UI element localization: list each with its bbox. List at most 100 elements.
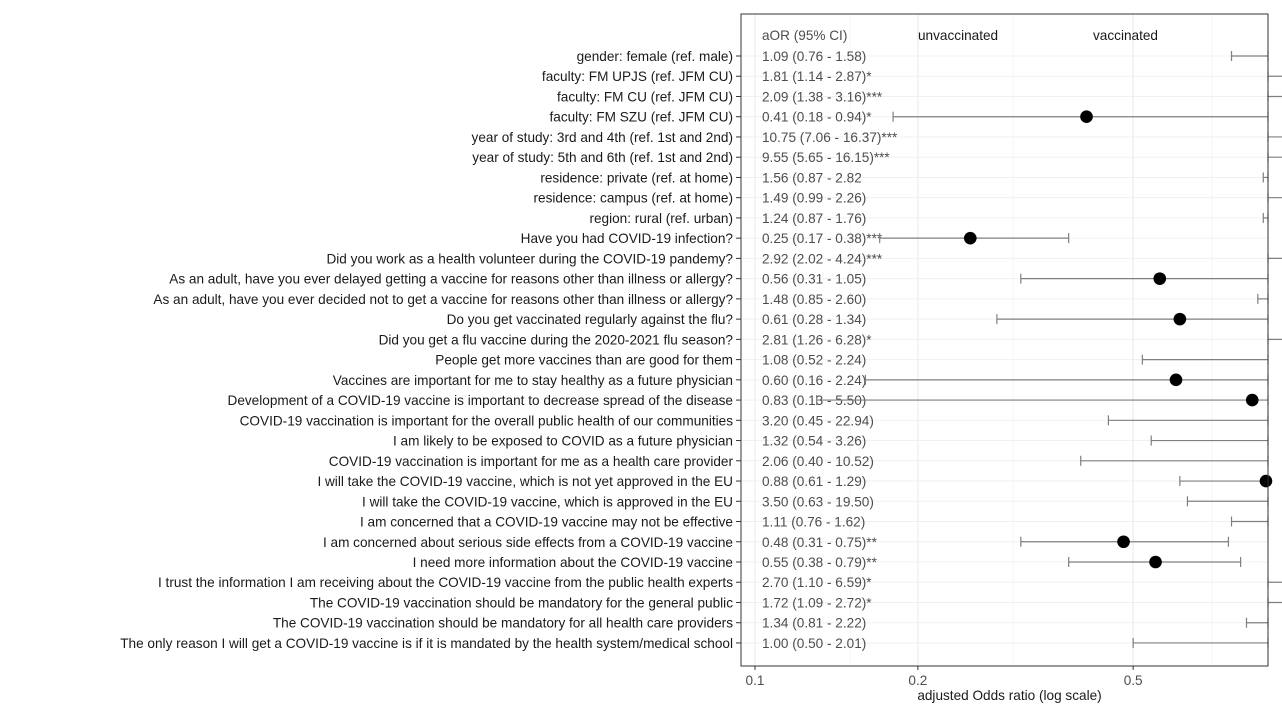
aor-ci-text: 0.41 (0.18 - 0.94)* bbox=[762, 110, 872, 125]
forest-row: year of study: 3rd and 4th (ref. 1st and… bbox=[472, 130, 1282, 145]
forest-row: Do you get vaccinated regularly against … bbox=[447, 312, 1269, 327]
row-label: I need more information about the COVID-… bbox=[413, 555, 733, 570]
aor-ci-text: 1.24 (0.87 - 1.76) bbox=[762, 211, 866, 226]
row-label: Did you get a flu vaccine during the 202… bbox=[379, 332, 734, 347]
row-label: Development of a COVID-19 vaccine is imp… bbox=[228, 393, 734, 408]
row-label: I trust the information I am receiving a… bbox=[158, 575, 733, 590]
aor-ci-text: 2.81 (1.26 - 6.28)* bbox=[762, 332, 872, 347]
row-label: The COVID-19 vaccination should be manda… bbox=[273, 616, 733, 631]
aor-ci-text: 0.56 (0.31 - 1.05) bbox=[762, 272, 866, 287]
unvaccinated-annotation: unvaccinated bbox=[918, 28, 998, 43]
aor-ci-text: 3.50 (0.63 - 19.50) bbox=[762, 494, 874, 509]
forest-row: faculty: FM UPJS (ref. JFM CU) 1.81 (1.14… bbox=[542, 69, 1282, 84]
aor-ci-text: 2.06 (0.40 - 10.52) bbox=[762, 454, 874, 469]
aor-ci-text: 0.60 (0.16 - 2.24) bbox=[762, 373, 866, 388]
row-label: year of study: 3rd and 4th (ref. 1st and… bbox=[472, 130, 733, 145]
aor-ci-text: 1.32 (0.54 - 3.26) bbox=[762, 434, 866, 449]
forest-row: The COVID-19 vaccination should be manda… bbox=[310, 595, 1282, 610]
aor-ci-text: 0.61 (0.28 - 1.34) bbox=[762, 312, 866, 327]
row-label: COVID-19 vaccination is important for me… bbox=[329, 454, 734, 469]
row-label: faculty: FM CU (ref. JFM CU) bbox=[557, 89, 733, 104]
aor-ci-text: 1.00 (0.50 - 2.01) bbox=[762, 636, 866, 651]
x-tick-label: 0.5 bbox=[1124, 673, 1143, 688]
aor-point bbox=[1153, 272, 1167, 285]
aor-ci-text: 2.70 (1.10 - 6.59)* bbox=[762, 575, 872, 590]
row-label: As an adult, have you ever decided not t… bbox=[153, 292, 733, 307]
row-label: People get more vaccines than are good f… bbox=[435, 353, 733, 368]
aor-ci-text: 1.08 (0.52 - 2.24) bbox=[762, 353, 866, 368]
aor-ci-text: 2.92 (2.02 - 4.24)*** bbox=[762, 251, 883, 266]
aor-ci-text: 1.72 (1.09 - 2.72)* bbox=[762, 595, 872, 610]
x-axis-title: adjusted Odds ratio (log scale) bbox=[917, 688, 1101, 703]
row-label: residence: private (ref. at home) bbox=[540, 170, 733, 185]
forest-row: People get more vaccines than are good f… bbox=[435, 353, 1269, 368]
aor-ci-text: 1.11 (0.76 - 1.62) bbox=[762, 515, 865, 530]
aor-point bbox=[1259, 474, 1273, 488]
aor-ci-text: 3.20 (0.45 - 22.94) bbox=[762, 413, 874, 428]
row-label: The only reason I will get a COVID-19 va… bbox=[120, 636, 733, 651]
forest-row: year of study: 5th and 6th (ref. 1st and… bbox=[472, 150, 1282, 165]
forest-row: I am likely to be exposed to COVID as a … bbox=[393, 434, 1269, 449]
aor-ci-text: 0.48 (0.31 - 0.75)** bbox=[762, 535, 878, 550]
row-label: I am concerned about serious side effect… bbox=[323, 535, 733, 550]
row-label: I am concerned that a COVID-19 vaccine m… bbox=[360, 515, 733, 530]
forest-row: residence: campus (ref. at home) 1.49 (0.… bbox=[534, 191, 1282, 206]
aor-point bbox=[1149, 555, 1162, 569]
row-label: I will take the COVID-19 vaccine, which … bbox=[317, 474, 733, 489]
row-label: residence: campus (ref. at home) bbox=[534, 191, 733, 206]
row-label: The COVID-19 vaccination should be manda… bbox=[310, 595, 733, 610]
axis-ticks: 0.10.20.51.02.05.010.020.0 bbox=[746, 666, 1143, 688]
forest-row: Did you get a flu vaccine during the 202… bbox=[379, 332, 1282, 347]
row-label: As an adult, have you ever delayed getti… bbox=[169, 272, 733, 287]
aor-ci-text: 0.25 (0.17 - 0.38)*** bbox=[762, 231, 883, 246]
x-tick-label: 0.2 bbox=[908, 673, 927, 688]
row-label: faculty: FM SZU (ref. JFM CU) bbox=[549, 110, 733, 125]
forest-row: Have you had COVID-19 infection? 0.25 (0.… bbox=[521, 231, 1070, 246]
aor-point bbox=[1245, 393, 1259, 407]
row-label: I am likely to be exposed to COVID as a … bbox=[393, 434, 733, 449]
row-label: region: rural (ref. urban) bbox=[589, 211, 733, 226]
forest-row: residence: private (ref. at home) 1.56 (0… bbox=[540, 170, 1269, 185]
row-label: Vaccines are important for me to stay he… bbox=[333, 373, 733, 388]
aor-ci-text: 1.48 (0.85 - 2.60) bbox=[762, 292, 866, 307]
panel-border bbox=[740, 13, 1269, 667]
forest-row: gender: female (ref. male) 1.09 (0.76 - 1… bbox=[577, 49, 1269, 64]
aor-ci-text: 2.09 (1.38 - 3.16)*** bbox=[762, 89, 883, 104]
vaccinated-annotation: vaccinated bbox=[1093, 28, 1158, 43]
x-tick-label: 0.1 bbox=[746, 673, 765, 688]
aor-ci-text: 1.49 (0.99 - 2.26) bbox=[762, 191, 866, 206]
row-label: Have you had COVID-19 infection? bbox=[521, 231, 734, 246]
row-label: year of study: 5th and 6th (ref. 1st and… bbox=[472, 150, 733, 165]
forest-row: I need more information about the COVID-… bbox=[413, 555, 1242, 570]
forest-row: As an adult, have you ever delayed getti… bbox=[169, 272, 1269, 287]
forest-row: I am concerned about serious side effect… bbox=[323, 535, 1230, 550]
aor-point bbox=[1080, 110, 1093, 124]
aor-ci-text: 1.09 (0.76 - 1.58) bbox=[762, 49, 866, 64]
forest-row: COVID-19 vaccination is important for me… bbox=[329, 454, 1269, 469]
forest-row: The COVID-19 vaccination should be manda… bbox=[273, 616, 1269, 631]
aor-ci-text: 9.55 (5.65 - 16.15)*** bbox=[762, 150, 890, 165]
aor-ci-text: 1.81 (1.14 - 2.87)* bbox=[762, 69, 872, 84]
row-label: faculty: FM UPJS (ref. JFM CU) bbox=[542, 69, 733, 84]
row-label: COVID-19 vaccination is important for th… bbox=[240, 413, 734, 428]
row-label: gender: female (ref. male) bbox=[577, 49, 733, 64]
forest-row: I will take the COVID-19 vaccine, which … bbox=[362, 494, 1269, 509]
forest-rows: gender: female (ref. male) 1.09 (0.76 - 1… bbox=[120, 49, 1282, 651]
forest-row: faculty: FM CU (ref. JFM CU) 2.09 (1.38 -… bbox=[557, 89, 1282, 104]
aor-ci-text: 10.75 (7.06 - 16.37)*** bbox=[762, 130, 898, 145]
forest-row: COVID-19 vaccination is important for th… bbox=[240, 413, 1269, 428]
aor-column-header: aOR (95% CI) bbox=[762, 28, 847, 43]
forest-row: I am concerned that a COVID-19 vaccine m… bbox=[360, 515, 1269, 530]
forest-row: I will take the COVID-19 vaccine, which … bbox=[317, 474, 1273, 489]
aor-ci-text: 1.34 (0.81 - 2.22) bbox=[762, 616, 866, 631]
row-label: Do you get vaccinated regularly against … bbox=[447, 312, 734, 327]
forest-row: I trust the information I am receiving a… bbox=[158, 575, 1282, 590]
forest-row: The only reason I will get a COVID-19 va… bbox=[120, 636, 1269, 651]
aor-ci-text: 0.55 (0.38 - 0.79)** bbox=[762, 555, 878, 570]
forest-row: Vaccines are important for me to stay he… bbox=[333, 373, 1269, 388]
forest-row: faculty: FM SZU (ref. JFM CU) 0.41 (0.18 … bbox=[549, 110, 1269, 125]
row-label: Did you work as a health volunteer durin… bbox=[326, 251, 733, 266]
forest-row: Did you work as a health volunteer durin… bbox=[326, 251, 1282, 266]
aor-point bbox=[1117, 535, 1130, 549]
